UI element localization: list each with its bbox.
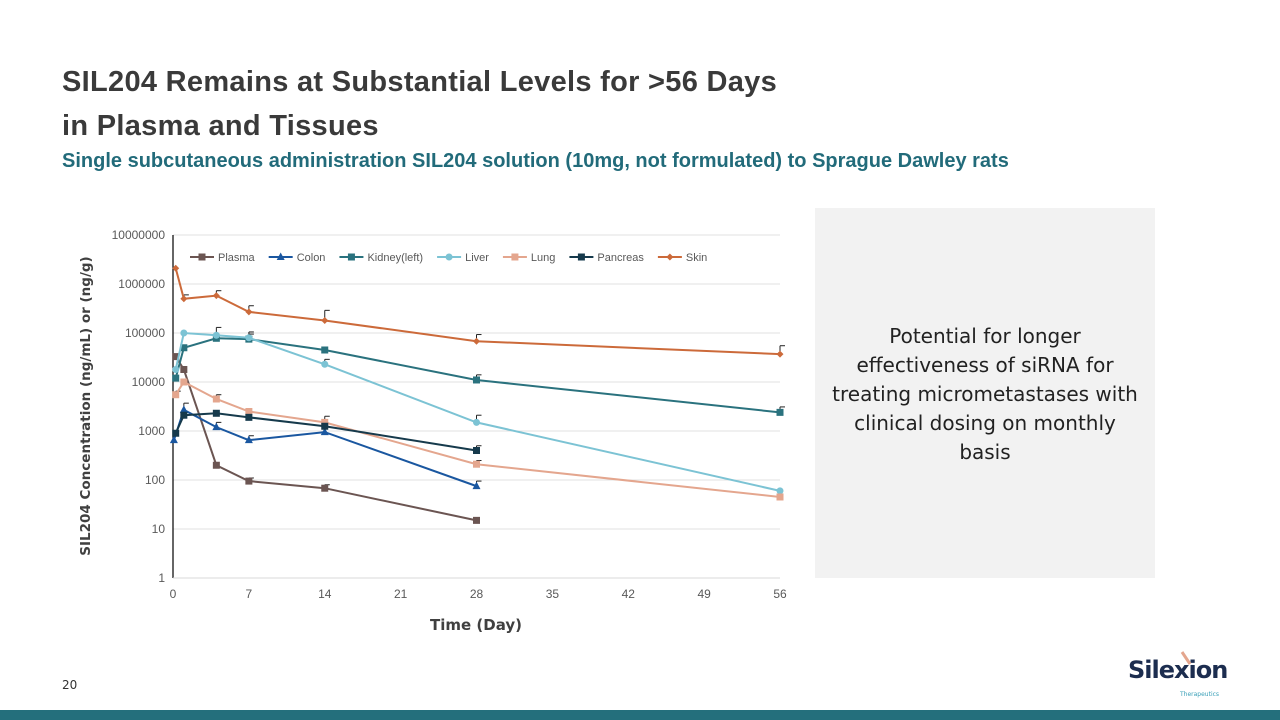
data-point <box>244 435 253 444</box>
y-tick-label: 100 <box>145 473 165 487</box>
data-point <box>172 365 180 373</box>
x-tick-label: 21 <box>394 587 408 601</box>
x-tick-label: 42 <box>622 587 636 601</box>
data-point <box>473 446 480 454</box>
data-point <box>172 353 180 361</box>
data-point <box>321 422 329 430</box>
data-point <box>245 408 253 416</box>
data-point <box>180 411 188 419</box>
y-tick-label: 1000 <box>138 424 165 438</box>
data-point <box>180 378 188 386</box>
title-line-2: in Plasma and Tissues <box>62 110 379 142</box>
data-point <box>212 409 220 417</box>
data-point <box>245 413 253 421</box>
data-point <box>473 376 480 384</box>
logo-sub: Therapeutics <box>1179 691 1219 698</box>
legend-label: Skin <box>686 252 707 264</box>
y-axis-label: SIL204 Concentration (ng/mL) or (ng/g) <box>78 256 94 555</box>
data-point <box>472 481 481 490</box>
data-point <box>212 331 220 339</box>
data-point <box>276 252 285 260</box>
silexion-logo: Silexion Therapeutics <box>1128 651 1228 698</box>
data-point <box>473 516 480 524</box>
data-point <box>776 408 784 416</box>
data-point <box>169 435 178 444</box>
slide-subtitle: Single subcutaneous administration SIL20… <box>62 150 1009 172</box>
note-text: Potential for longer effectiveness of si… <box>832 324 1138 464</box>
data-point <box>776 487 784 495</box>
data-point <box>321 316 329 324</box>
y-tick-label: 1 <box>158 571 165 585</box>
data-point <box>321 484 329 492</box>
data-point <box>180 295 188 303</box>
data-point <box>212 292 220 300</box>
legend-label: Lung <box>531 252 555 264</box>
data-point <box>245 308 253 316</box>
data-point <box>172 374 180 382</box>
data-point <box>245 477 253 485</box>
x-tick-label: 49 <box>697 587 711 601</box>
x-tick-label: 7 <box>246 587 253 601</box>
x-tick-label: 35 <box>546 587 560 601</box>
series-line-plasma <box>174 356 477 522</box>
data-point <box>445 253 453 261</box>
x-axis-label: Time (Day) <box>430 616 522 634</box>
data-point <box>321 346 329 354</box>
data-point <box>511 253 519 261</box>
data-point <box>666 253 674 261</box>
y-tick-label: 1000000 <box>118 277 165 291</box>
data-point <box>180 365 188 373</box>
footer-bar <box>0 710 1280 720</box>
data-point <box>172 264 180 272</box>
y-tick-label: 10000 <box>132 375 166 389</box>
data-point <box>347 253 355 261</box>
data-point <box>776 493 784 501</box>
x-tick-label: 28 <box>470 587 484 601</box>
data-point <box>776 350 784 358</box>
logo-name: Silexion <box>1128 656 1227 684</box>
legend-label: Kidney(left) <box>367 252 423 264</box>
data-point <box>180 329 188 337</box>
data-point <box>473 337 480 345</box>
legend-label: Plasma <box>218 252 256 264</box>
y-tick-label: 100000 <box>125 326 165 340</box>
x-tick-label: 56 <box>773 587 787 601</box>
data-point <box>577 253 585 261</box>
page-number: 20 <box>62 678 78 692</box>
data-point <box>321 418 329 426</box>
logo-mark <box>1180 651 1192 665</box>
data-point <box>212 461 220 469</box>
data-point <box>245 334 253 342</box>
note-box: Potential for longer effectiveness of si… <box>815 208 1155 578</box>
legend-label: Pancreas <box>597 252 644 264</box>
title-line-1: SIL204 Remains at Substantial Levels for… <box>62 66 778 98</box>
legend-label: Colon <box>297 252 326 264</box>
data-point <box>473 460 480 468</box>
legend-label: Liver <box>465 252 489 264</box>
y-tick-label: 10000000 <box>112 228 166 242</box>
x-tick-label: 0 <box>170 587 177 601</box>
data-point <box>212 422 221 431</box>
data-point <box>172 429 180 437</box>
data-point <box>321 360 329 368</box>
data-point <box>473 418 480 426</box>
data-point <box>212 395 220 403</box>
data-point <box>198 253 206 261</box>
data-point <box>320 427 329 436</box>
slide-title: SIL204 Remains at Substantial Levels for… <box>62 60 777 148</box>
data-point <box>180 344 188 352</box>
data-point <box>172 391 180 399</box>
data-point <box>179 405 188 413</box>
x-tick-label: 14 <box>318 587 332 601</box>
y-tick-label: 10 <box>152 522 166 536</box>
